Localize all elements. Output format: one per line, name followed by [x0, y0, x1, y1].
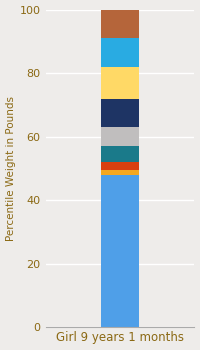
Y-axis label: Percentile Weight in Pounds: Percentile Weight in Pounds [6, 96, 16, 241]
Bar [101, 38, 139, 67]
Bar [101, 162, 139, 170]
Bar [101, 170, 139, 175]
Bar [101, 175, 139, 327]
Bar [101, 146, 139, 162]
Bar [101, 98, 139, 127]
Bar [101, 9, 139, 38]
Bar [101, 127, 139, 146]
Bar [101, 67, 139, 98]
